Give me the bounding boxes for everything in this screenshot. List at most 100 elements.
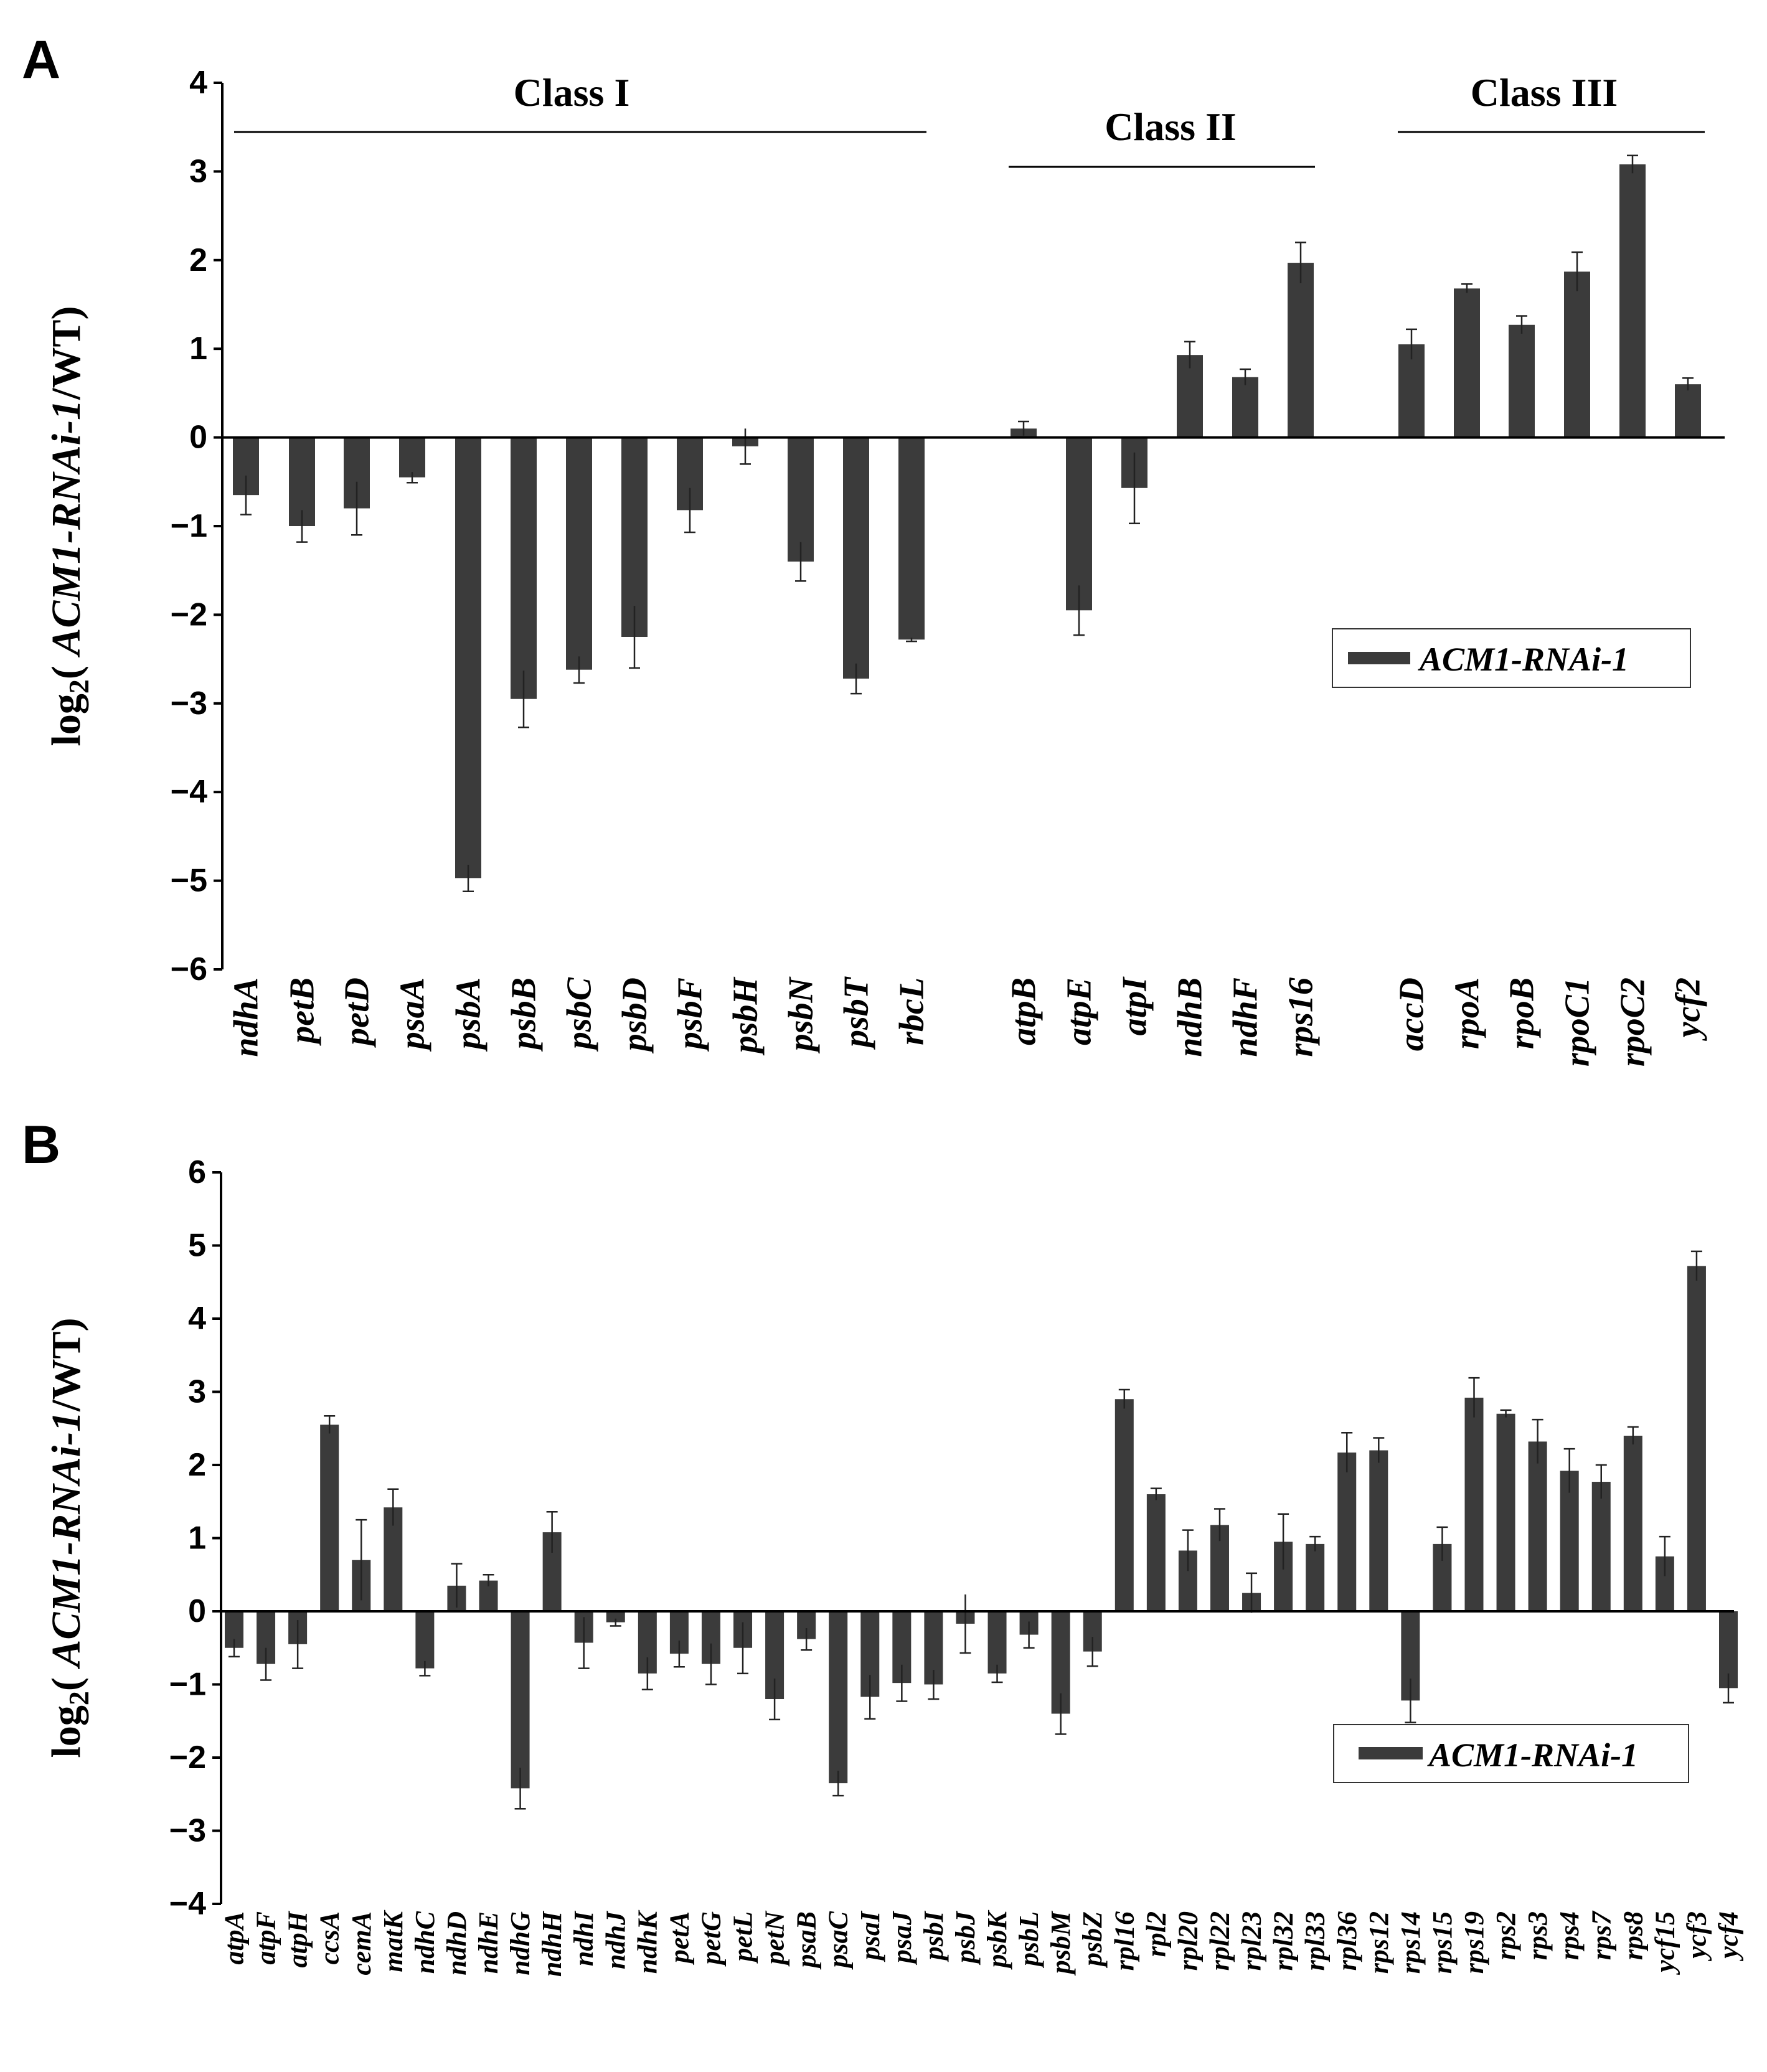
y-axis-label-italic: ACM1-RNAi-1: [44, 1411, 89, 1670]
y-axis-label-close: /WT): [44, 1318, 89, 1412]
x-tick-label-rpoA: rpoA: [1448, 977, 1486, 1049]
x-tick-label-psbB: psbB: [504, 977, 543, 1052]
bar-rps3: [1528, 1441, 1547, 1611]
bar-psbA: [455, 437, 481, 878]
bar-ndhJ: [606, 1611, 625, 1622]
bar-rps8: [1623, 1436, 1642, 1611]
y-tick-label-b: −4: [169, 1886, 206, 1922]
x-tick-label-atpA: atpA: [219, 1911, 250, 1965]
y-tick-label-a: 2: [189, 242, 207, 278]
x-tick-label-atpI: atpI: [1115, 976, 1154, 1036]
y-tick-label-a: 4: [189, 65, 207, 101]
x-tick-label-ndhF: ndhF: [1226, 977, 1265, 1057]
x-tick-label-petN: petN: [760, 1910, 790, 1967]
y-axis-label-open: (: [44, 656, 89, 679]
x-tick-label-ndhI: ndhI: [568, 1910, 599, 1966]
group-label-3: Class III: [1471, 70, 1618, 115]
y-tick-label-a: −5: [171, 863, 207, 899]
y-tick-label-a: 1: [189, 331, 207, 367]
x-tick-label-psaB: psaB: [791, 1911, 822, 1970]
y-tick-label-a: −4: [171, 774, 207, 810]
bar-rpoC1: [1564, 271, 1590, 438]
x-tick-label-rps16: rps16: [1281, 977, 1320, 1057]
bar-psbN: [788, 437, 814, 562]
x-tick-label-rpl23: rpl23: [1237, 1911, 1267, 1971]
bar-psaC: [829, 1611, 848, 1784]
bar-ccsA: [320, 1424, 339, 1611]
y-axis-label-italic: ACM1-RNAi-1: [44, 400, 89, 658]
bar-psbK: [987, 1611, 1007, 1674]
x-tick-label-atpE: atpE: [1060, 977, 1098, 1045]
bar-ycf3: [1687, 1266, 1706, 1611]
x-tick-label-ycf3: ycf3: [1681, 1911, 1712, 1962]
bar-rpl36: [1337, 1453, 1357, 1611]
legend-box-b: [1333, 1724, 1689, 1783]
x-tick-label-rpoC1: rpoC1: [1558, 977, 1596, 1067]
bar-rpoC2: [1619, 164, 1646, 438]
bar-ndhG: [511, 1611, 530, 1789]
y-tick-label-b: 6: [188, 1154, 206, 1190]
x-tick-label-psbK: psbK: [982, 1910, 1012, 1970]
bar-rpoB: [1509, 324, 1535, 438]
y-tick-label-b: 4: [188, 1301, 206, 1337]
x-tick-label-rpl20: rpl20: [1172, 1911, 1203, 1971]
bar-rps2: [1496, 1413, 1515, 1611]
x-tick-label-ndhK: ndhK: [632, 1910, 662, 1974]
x-tick-label-cemA: cemA: [346, 1911, 377, 1975]
bar-rps4: [1560, 1471, 1579, 1611]
x-tick-label-psaC: psaC: [823, 1911, 854, 1970]
x-tick-label-ndhC: ndhC: [410, 1911, 440, 1974]
y-tick-label-b: −2: [169, 1740, 206, 1776]
y-tick-label-a: 3: [189, 153, 207, 189]
x-tick-label-rpl16: rpl16: [1109, 1911, 1139, 1971]
x-tick-label-rpl22: rpl22: [1204, 1911, 1235, 1971]
bar-rpl16: [1114, 1399, 1134, 1611]
y-tick-label-b: −1: [169, 1667, 206, 1703]
bar-rps16: [1288, 263, 1314, 438]
x-tick-label-psaJ: psaJ: [887, 1910, 917, 1966]
bar-psaA: [399, 437, 425, 478]
y-tick-label-a: −6: [171, 951, 207, 987]
x-tick-label-psbI: psbI: [918, 1910, 949, 1962]
group-label-1: Class I: [514, 70, 630, 115]
x-tick-label-rps3: rps3: [1522, 1911, 1553, 1960]
x-tick-label-matK: matK: [378, 1910, 408, 1972]
x-tick-label-ycf15: ycf15: [1649, 1911, 1680, 1975]
x-tick-label-rpl2: rpl2: [1141, 1911, 1171, 1957]
x-tick-label-ndhB: ndhB: [1171, 977, 1209, 1057]
y-tick-label-a: −3: [171, 685, 207, 722]
x-tick-label-rps15: rps15: [1427, 1911, 1458, 1974]
x-tick-label-psbM: psbM: [1045, 1910, 1076, 1976]
x-tick-label-psbD: psbD: [615, 977, 654, 1053]
x-tick-label-psbH: psbH: [726, 977, 765, 1056]
x-tick-label-petD: petD: [337, 977, 376, 1048]
y-tick-label-b: 2: [188, 1447, 206, 1483]
bar-psbT: [843, 437, 869, 679]
bar-rps19: [1464, 1397, 1484, 1611]
legend-label-a: ACM1-RNAi-1: [1418, 641, 1629, 678]
y-tick-label-b: 3: [188, 1374, 206, 1410]
x-tick-label-psbF: psbF: [671, 977, 709, 1052]
x-tick-label-rpoB: rpoB: [1502, 977, 1541, 1049]
x-tick-label-rps8: rps8: [1618, 1911, 1648, 1960]
x-tick-label-ccsA: ccsA: [314, 1911, 345, 1965]
bar-rpl2: [1146, 1494, 1166, 1611]
x-tick-label-rpl33: rpl33: [1300, 1911, 1331, 1971]
bar-psbD: [621, 437, 648, 637]
x-tick-label-rpl36: rpl36: [1332, 1911, 1362, 1971]
x-tick-label-psaI: psaI: [855, 1910, 885, 1962]
x-tick-label-rbcL: rbcL: [892, 977, 931, 1045]
x-tick-label-petG: petG: [695, 1911, 726, 1967]
x-tick-label-ycf2: ycf2: [1669, 977, 1707, 1041]
y-axis-label-subscript: 2: [63, 679, 95, 694]
y-tick-label-a: −1: [171, 508, 207, 544]
x-tick-label-psbC: psbC: [560, 977, 598, 1052]
x-tick-label-psaA: psaA: [393, 977, 431, 1052]
x-tick-label-psbN: psbN: [781, 976, 820, 1053]
x-tick-label-rps7: rps7: [1586, 1910, 1616, 1960]
x-tick-label-rps4: rps4: [1554, 1911, 1585, 1960]
x-tick-label-psbZ: psbZ: [1077, 1911, 1108, 1969]
